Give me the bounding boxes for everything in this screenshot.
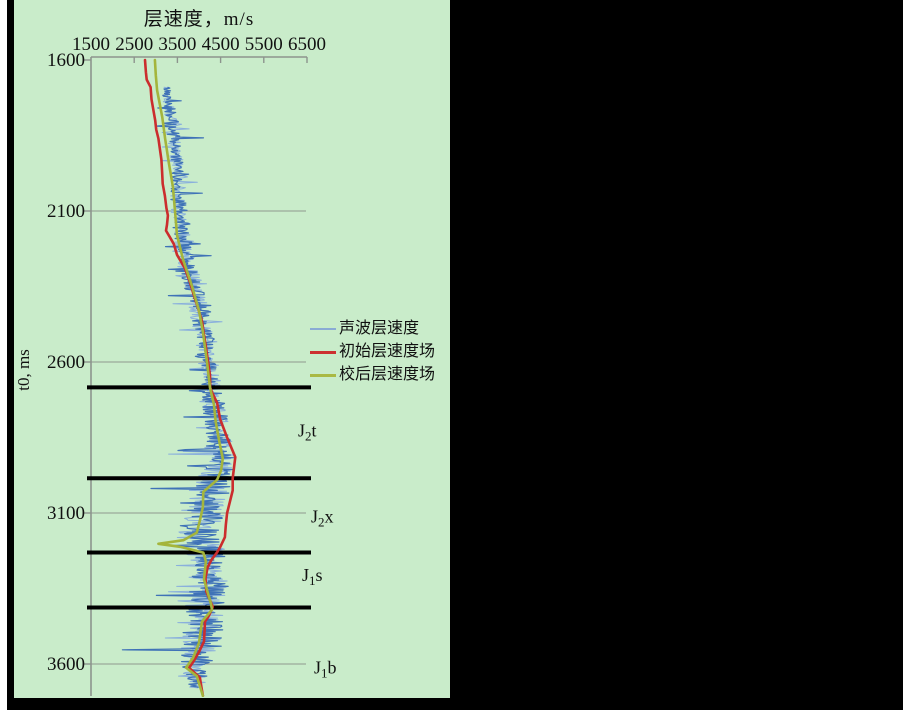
velocity-chart-panel: 1500 2500 3500 4500 5500 6500 1600 2100 2600 3100…	[7, 0, 903, 710]
x-tick-label-4500: 4500	[202, 34, 240, 55]
corrected-velocity-field-curve	[153, 58, 225, 697]
y-axis-label: t0, ms	[14, 349, 33, 391]
y-tick-label-1600: 1600	[47, 50, 85, 71]
formation-label-J1b: J1b	[314, 657, 337, 680]
legend-line-swatch	[310, 328, 336, 330]
legend-label: 初始层速度场	[339, 343, 436, 360]
legend-label: 校后层速度场	[339, 366, 436, 383]
x-tick-label-5500: 5500	[245, 34, 283, 55]
y-tick-label-2600: 2600	[47, 352, 85, 373]
y-tick-label-3100: 3100	[47, 503, 85, 524]
legend-line-swatch	[310, 373, 336, 377]
legend-line-swatch	[310, 350, 336, 354]
chart-legend: 声波层速度初始层速度场 校后层速度场	[310, 321, 435, 383]
x-tick-label-3500: 3500	[158, 34, 196, 55]
formation-label-J2x: J2x	[311, 506, 334, 529]
legend-item-2: 初始层速度场	[310, 344, 435, 360]
formation-label-J2t: J2t	[298, 420, 317, 443]
x-tick-label-6500: 6500	[288, 34, 326, 55]
legend-label: 声波层速度	[339, 320, 420, 337]
y-tick-label-2100: 2100	[47, 201, 85, 222]
chart-canvas: 1500 2500 3500 4500 5500 6500 1600 2100 2600 3100…	[7, 0, 903, 710]
legend-item-1: 声波层速度	[310, 321, 435, 337]
legend-item-3: 校后层速度场	[310, 367, 435, 383]
x-tick-label-2500: 2500	[115, 34, 153, 55]
x-tick-label-1500: 1500	[72, 34, 110, 55]
plot-background	[14, 0, 450, 698]
y-tick-label-3600: 3600	[47, 654, 85, 675]
formation-label-J1s: J1s	[302, 565, 323, 588]
chart-title: 层速度，m/s	[143, 9, 255, 30]
